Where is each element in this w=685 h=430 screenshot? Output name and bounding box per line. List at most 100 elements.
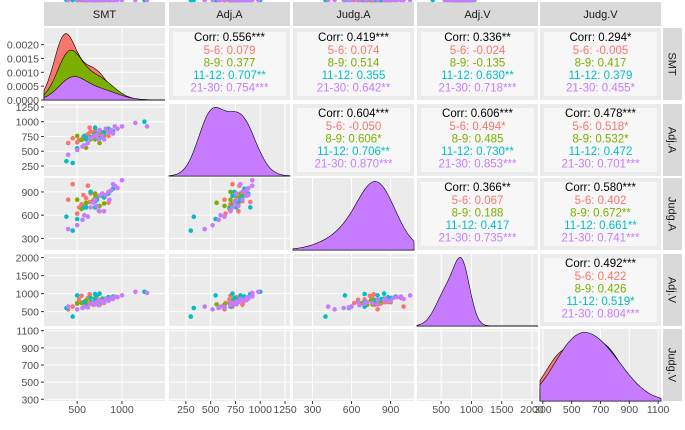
panel-background bbox=[169, 254, 290, 326]
y-tick-label-smt: 0.0010 bbox=[7, 67, 39, 79]
scatter-point-31 bbox=[342, 293, 348, 298]
scatter-point-58 bbox=[232, 0, 237, 3]
correlation-group-21-30: 21-30: 0.642** bbox=[317, 83, 391, 95]
scatter-point-53 bbox=[222, 214, 227, 219]
scatter-point-62 bbox=[250, 0, 255, 3]
scatter-point-64 bbox=[228, 302, 233, 308]
panel-adj-a-smt bbox=[44, 104, 165, 176]
scatter-point-0 bbox=[106, 133, 111, 139]
scatter-point-36 bbox=[70, 160, 75, 166]
scatter-point-14 bbox=[87, 125, 92, 130]
scatter-point-25 bbox=[228, 197, 233, 202]
y-tick-label-judg-v: 900 bbox=[21, 343, 39, 355]
correlation-group-11-12: 11-12: 0.707** bbox=[193, 70, 266, 82]
correlation-group-5-6: 5-6: 0.074 bbox=[328, 45, 380, 57]
scatter-point-59 bbox=[103, 296, 109, 301]
scatter-point-65 bbox=[107, 297, 112, 303]
scatter-point-65 bbox=[107, 0, 112, 3]
scatter-point-43 bbox=[325, 0, 331, 3]
scatter-point-62 bbox=[144, 124, 150, 129]
strip-top-label-adj-v: Adj.V bbox=[464, 9, 491, 21]
scatter-point-29 bbox=[83, 137, 89, 142]
scatter-point-36 bbox=[323, 314, 328, 319]
correlation-overall: Corr: 0.294* bbox=[569, 32, 632, 44]
scatter-point-6 bbox=[70, 135, 75, 141]
scatter-point-8 bbox=[74, 211, 80, 216]
scatter-point-53 bbox=[85, 140, 91, 146]
scatter-point-36 bbox=[70, 228, 75, 233]
scatter-point-63 bbox=[216, 217, 221, 223]
scatter-point-43 bbox=[65, 152, 71, 158]
scatter-point-51 bbox=[119, 293, 125, 298]
scatter-point-55 bbox=[100, 191, 105, 196]
scatter-point-64 bbox=[96, 0, 101, 3]
scatter-point-36 bbox=[430, 0, 435, 3]
scatter-point-57 bbox=[210, 0, 215, 3]
scatter-point-64 bbox=[228, 208, 233, 213]
y-tick-label-adj-a: 500 bbox=[21, 146, 39, 158]
scatter-point-19 bbox=[222, 203, 227, 209]
scatter-point-49 bbox=[82, 212, 87, 218]
correlation-group-11-12: 11-12: 0.661** bbox=[564, 220, 637, 232]
x-tick-label-judg-v: 1100 bbox=[647, 404, 670, 416]
scatter-point-64 bbox=[357, 0, 362, 3]
correlation-box bbox=[544, 182, 657, 246]
scatter-point-46 bbox=[110, 131, 116, 136]
scatter-point-51 bbox=[407, 0, 413, 3]
correlation-group-8-9: 8-9: 0.606* bbox=[325, 134, 382, 146]
scatter-point-14 bbox=[248, 199, 253, 205]
scatter-point-53 bbox=[222, 305, 227, 310]
scatter-point-60 bbox=[398, 0, 404, 3]
scatter-point-60 bbox=[112, 0, 118, 3]
scatter-point-64 bbox=[357, 302, 362, 308]
correlation-group-8-9: 8-9: 0.188 bbox=[452, 208, 504, 220]
scatter-point-54 bbox=[94, 132, 100, 137]
correlation-box bbox=[421, 108, 534, 172]
scatter-point-58 bbox=[370, 300, 375, 306]
correlation-group-11-12: 11-12: 0.379 bbox=[569, 70, 633, 82]
correlation-overall: Corr: 0.419*** bbox=[318, 32, 389, 44]
x-tick-label-adj-v: 2000 bbox=[520, 404, 544, 416]
strip-top-label-judg-v: Judg.V bbox=[583, 9, 618, 21]
scatter-point-35 bbox=[88, 189, 93, 195]
scatter-point-56 bbox=[390, 0, 396, 3]
correlation-group-5-6: 5-6: 0.079 bbox=[204, 45, 256, 57]
strip-top-label-adj-a: Adj.A bbox=[216, 9, 243, 21]
correlation-group-8-9: 8-9: -0.135 bbox=[450, 58, 506, 70]
y-tick-label-judg-v: 300 bbox=[21, 394, 39, 406]
scatter-point-60 bbox=[464, 0, 469, 3]
scatter-point-17 bbox=[74, 197, 80, 202]
correlation-group-11-12: 11-12: 0.417 bbox=[446, 220, 510, 232]
scatter-point-64 bbox=[228, 0, 233, 3]
y-tick-label-adj-v: 1000 bbox=[16, 289, 40, 301]
scatter-point-59 bbox=[383, 0, 388, 3]
scatter-point-56 bbox=[108, 188, 114, 193]
strip-right-adj-v bbox=[663, 254, 682, 326]
scatter-point-26 bbox=[83, 201, 89, 206]
scatter-point-62 bbox=[250, 290, 255, 296]
correlation-group-11-12: 11-12: 0.730** bbox=[441, 146, 514, 158]
scatter-point-57 bbox=[74, 222, 80, 228]
scatter-point-59 bbox=[246, 192, 251, 198]
scatter-point-2 bbox=[375, 307, 380, 312]
scatter-point-6 bbox=[230, 181, 235, 187]
x-tick-label-adj-a: 500 bbox=[202, 404, 220, 416]
strip-top-adj-v bbox=[417, 2, 538, 26]
scatter-point-2 bbox=[222, 197, 227, 202]
x-tick-label-adj-a: 1250 bbox=[273, 404, 297, 416]
panel-background bbox=[44, 254, 165, 326]
correlation-group-21-30: 21-30: 0.735*** bbox=[438, 233, 517, 245]
scatter-point-12 bbox=[76, 297, 82, 302]
y-tick-label-adj-v: 500 bbox=[21, 307, 39, 319]
scatter-point-36 bbox=[188, 0, 194, 3]
scatter-point-65 bbox=[375, 297, 380, 303]
strip-top-judg-a bbox=[293, 2, 414, 26]
scatter-point-59 bbox=[103, 0, 109, 3]
panel-judg-v-adj-v bbox=[417, 0, 538, 401]
scatter-point-54 bbox=[364, 299, 370, 305]
scatter-point-57 bbox=[210, 307, 215, 312]
